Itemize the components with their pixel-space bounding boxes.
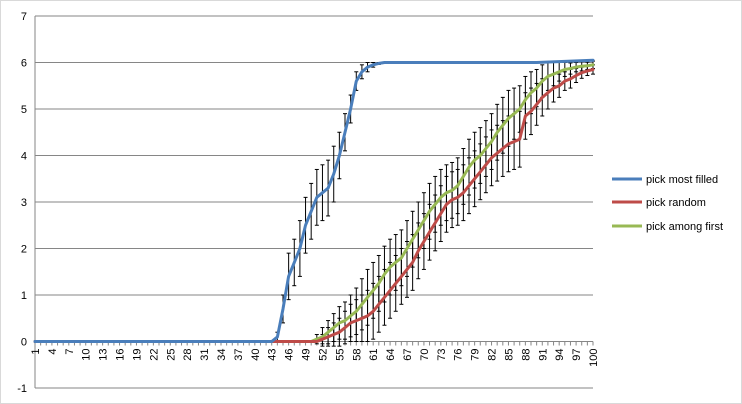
- series-line-pick-most-filled: [33, 58, 595, 343]
- series-line-pick-among-first: [33, 63, 595, 343]
- x-tick-label: 37: [233, 349, 245, 361]
- y-tick-label: 1: [21, 290, 27, 302]
- y-tick-label: 3: [21, 197, 27, 209]
- x-axis: 1 4 7 10 13 16 19 22 25 28 31 34 37 40 43 46 49 52 55 58 61 6…: [30, 341, 600, 367]
- x-tick-label: 100: [588, 349, 600, 367]
- x-tick-label: 49: [301, 349, 313, 361]
- y-tick-label: 5: [21, 104, 27, 116]
- x-tick-label: 31: [199, 349, 211, 361]
- legend-label: pick most filled: [646, 174, 718, 186]
- x-tick-label: 52: [317, 349, 329, 361]
- y-tick-label: 7: [21, 11, 27, 23]
- x-tick-label: 58: [351, 349, 363, 361]
- x-tick-label: 46: [284, 349, 296, 361]
- y-axis: -1 0 1 2 3 4 5 6 7: [17, 11, 36, 395]
- x-tick-label: 4: [47, 349, 59, 355]
- legend: pick most filled pick random pick among fi…: [612, 174, 723, 233]
- x-tick-label: 25: [165, 349, 177, 361]
- x-tick-label: 19: [131, 349, 143, 361]
- x-tick-label: 61: [368, 349, 380, 361]
- x-tick-label: 40: [250, 349, 262, 361]
- y-tick-label: -1: [17, 383, 27, 395]
- x-tick-label: 82: [487, 349, 499, 361]
- x-tick-label: 85: [503, 349, 515, 361]
- x-tick-label: 94: [554, 349, 566, 361]
- x-tick-label: 70: [419, 349, 431, 361]
- x-tick-label: 55: [334, 349, 346, 361]
- x-tick-label: 97: [571, 349, 583, 361]
- y-tick-label: 4: [21, 151, 27, 163]
- x-tick-label: 76: [453, 349, 465, 361]
- series-lines: [33, 58, 595, 343]
- x-tick-label: 7: [64, 349, 76, 355]
- x-tick-label: 88: [520, 349, 532, 361]
- x-tick-label: 13: [98, 349, 110, 361]
- x-tick-label: 16: [115, 349, 127, 361]
- x-tick-label: 34: [216, 349, 228, 361]
- x-tick-label: 43: [267, 349, 279, 361]
- x-tick-label: 67: [402, 349, 414, 361]
- legend-label: pick random: [646, 197, 706, 209]
- y-tick-label: 0: [21, 337, 27, 349]
- x-tick-label: 73: [436, 349, 448, 361]
- x-tick-label: 91: [537, 349, 549, 361]
- x-tick-label: 10: [81, 349, 93, 361]
- x-tick-label: 79: [470, 349, 482, 361]
- x-tick-label: 1: [30, 349, 42, 355]
- x-tick-label: 22: [148, 349, 160, 361]
- x-tick-label: 28: [182, 349, 194, 361]
- x-tick-label: 64: [385, 349, 397, 361]
- y-tick-label: 6: [21, 58, 27, 70]
- legend-label: pick among first: [646, 221, 723, 233]
- y-tick-label: 2: [21, 244, 27, 256]
- series-line-pick-random: [33, 68, 595, 343]
